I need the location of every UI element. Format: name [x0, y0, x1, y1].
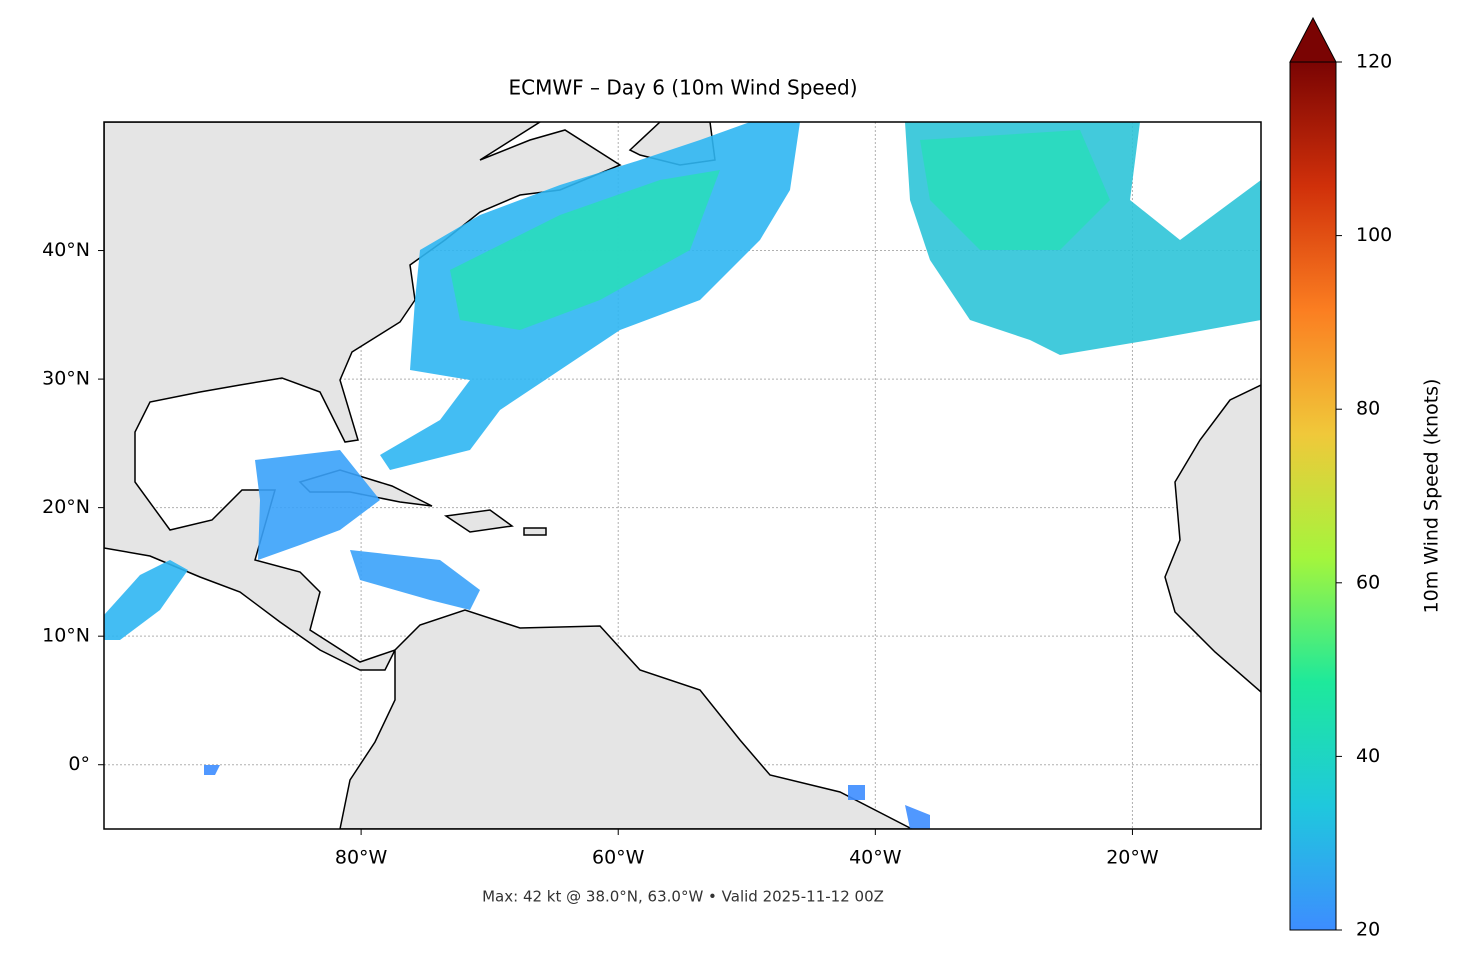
- footer: Max: 42 kt @ 38.0°N, 63.0°W • Valid 2025…: [482, 888, 884, 906]
- wind-field: [104, 122, 1261, 829]
- wind-core: [450, 170, 720, 330]
- x-tick-label: 60°W: [592, 847, 645, 869]
- colorbar-tick-label: 100: [1356, 224, 1392, 246]
- north-america: [104, 122, 622, 671]
- wind-core: [920, 130, 1110, 250]
- x-tick-label: 40°W: [849, 847, 902, 869]
- wind-area: [104, 560, 188, 640]
- colorbar: 20 40 60 80 100 120 10m Wind Speed (knots): [1289, 16, 1443, 941]
- colorbar-extend: [1289, 16, 1337, 63]
- map-frame: [103, 121, 1262, 830]
- map: [104, 122, 1261, 829]
- colorbar-tick-label: 60: [1356, 571, 1380, 593]
- y-tick-label: 20°N: [42, 496, 90, 518]
- y-tick-label: 10°N: [42, 625, 90, 647]
- colorbar-tick-label: 20: [1356, 919, 1380, 941]
- y-tick-label: 40°N: [42, 239, 90, 261]
- x-tick-label: 20°W: [1106, 847, 1159, 869]
- colorbar-gradient: [1289, 61, 1337, 931]
- south-america: [339, 609, 913, 829]
- wind-area: [350, 550, 480, 610]
- africa: [1164, 384, 1261, 693]
- y-tick-label: 30°N: [42, 368, 90, 390]
- colorbar-label: 10m Wind Speed (knots): [1421, 379, 1443, 614]
- colorbar-tick-label: 80: [1356, 398, 1380, 420]
- y-tick-label: 0°: [68, 753, 90, 775]
- chart-title: ECMWF – Day 6 (10m Wind Speed): [509, 76, 858, 100]
- axes: 80°W 60°W 40°W 20°W 0° 10°N 20°N 30°N 40°N: [42, 239, 1159, 868]
- x-tick-label: 80°W: [335, 847, 388, 869]
- puerto-rico: [523, 527, 547, 536]
- colorbar-tick-label: 40: [1356, 745, 1380, 767]
- wind-area: [255, 450, 380, 560]
- colorbar-tick-label: 120: [1356, 51, 1392, 73]
- hispaniola: [443, 509, 514, 533]
